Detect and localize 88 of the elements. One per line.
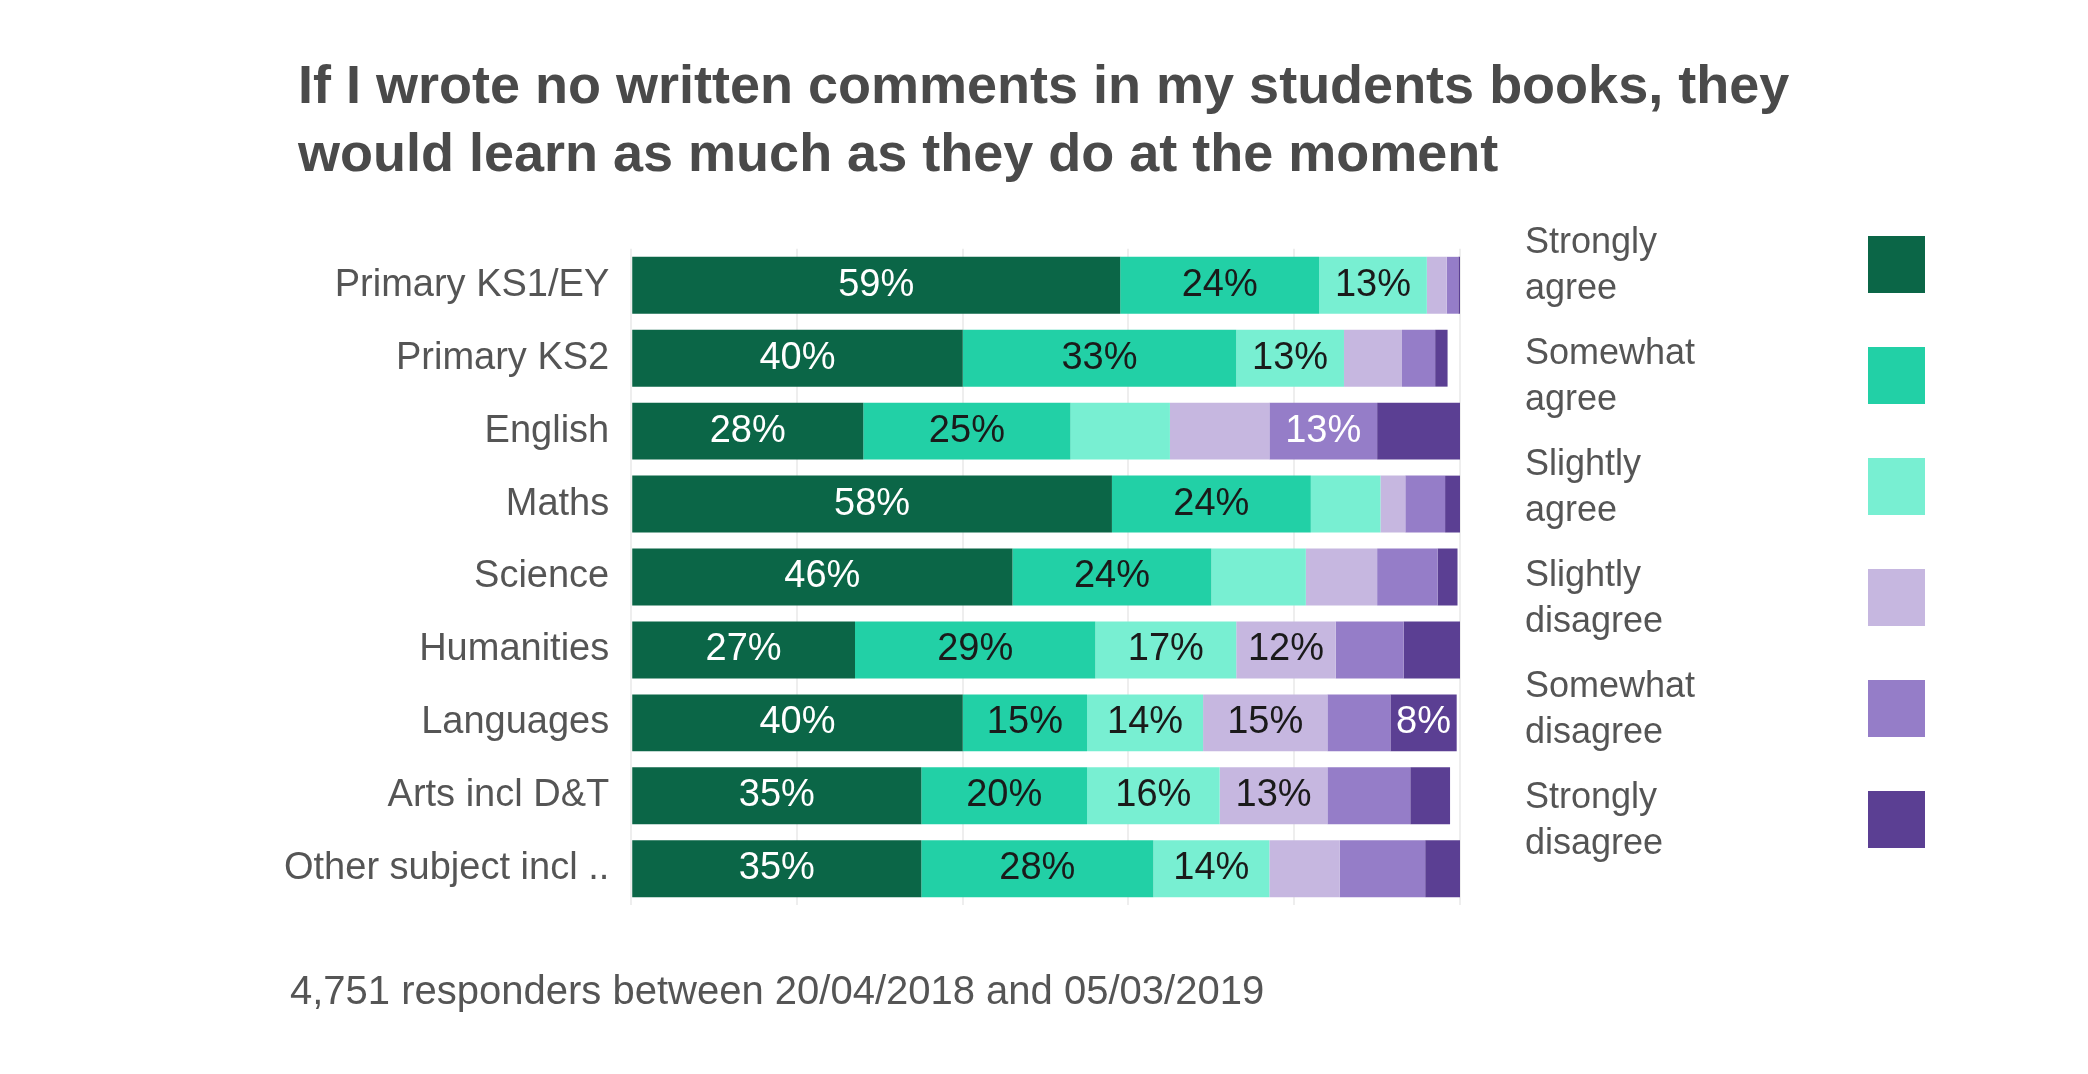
bar xyxy=(1305,548,1378,606)
text: Strongly agree xyxy=(1525,219,1659,309)
data-label: 15% xyxy=(986,699,1063,742)
data-label: 28% xyxy=(999,845,1076,888)
y-tick-label: Primary KS1/EY xyxy=(334,261,610,304)
y-tick-label: Humanities xyxy=(419,626,610,669)
bar xyxy=(632,402,864,460)
text: 4,751 responders between 20/04/2018 and 05/03/2019 xyxy=(290,968,1265,1013)
bar xyxy=(1327,767,1411,825)
data-label: 14% xyxy=(1107,699,1184,742)
bar xyxy=(632,548,1013,606)
text: Somewhat agree xyxy=(1525,330,1697,420)
data-label: 46% xyxy=(784,553,861,596)
text: Somewhat disagree xyxy=(1525,663,1697,753)
data-label: 15% xyxy=(1227,699,1304,742)
data-label: 17% xyxy=(1127,626,1204,669)
chart-title: If I wrote no written comments in my students books, they would learn as much as they do at the moment xyxy=(298,53,1791,184)
data-label: 40% xyxy=(759,699,836,742)
data-label: 25% xyxy=(928,407,1005,450)
data-label: 58% xyxy=(834,480,911,523)
data-label: 33% xyxy=(1061,334,1138,377)
bar xyxy=(962,329,1237,387)
bar xyxy=(855,621,1096,679)
data-label: 24% xyxy=(1181,261,1258,304)
text: Slightly agree xyxy=(1525,441,1643,531)
bar xyxy=(1111,475,1311,533)
y-tick-label: English xyxy=(484,407,610,450)
data-label: 12% xyxy=(1247,626,1324,669)
bar xyxy=(1339,840,1426,898)
series-label: Strongly disagree xyxy=(1525,774,1665,864)
bar xyxy=(1380,475,1406,533)
bar xyxy=(1435,329,1448,387)
data-label: 35% xyxy=(738,772,815,815)
bar xyxy=(632,767,922,825)
y-tick-label: Arts incl D&T xyxy=(387,772,610,815)
data-label: 29% xyxy=(937,626,1014,669)
bar xyxy=(1425,840,1460,898)
bar xyxy=(1377,548,1438,606)
bar xyxy=(1335,621,1404,679)
data-label: 24% xyxy=(1173,480,1250,523)
data-label: 8% xyxy=(1396,699,1451,742)
data-label: 28% xyxy=(709,407,786,450)
bar xyxy=(1095,621,1237,679)
bar xyxy=(632,475,1112,533)
data-label: 27% xyxy=(705,626,782,669)
bar xyxy=(1405,475,1446,533)
bar xyxy=(632,621,856,679)
text: Slightly disagree xyxy=(1525,552,1665,642)
y-tick-label: Other subject incl .. xyxy=(284,845,610,888)
data-label: 14% xyxy=(1173,845,1250,888)
data-label: 16% xyxy=(1115,772,1192,815)
bar xyxy=(1426,256,1447,314)
bar xyxy=(1327,694,1391,752)
data-label: 13% xyxy=(1252,334,1329,377)
bar xyxy=(1401,329,1436,387)
bar xyxy=(632,840,922,898)
y-tick-label: Primary KS2 xyxy=(395,334,610,377)
bar xyxy=(921,767,1088,825)
bar xyxy=(632,329,963,387)
bar xyxy=(1269,840,1340,898)
bar xyxy=(1403,621,1460,679)
bar xyxy=(1120,256,1320,314)
bar xyxy=(1446,256,1459,314)
bar xyxy=(863,402,1071,460)
bar xyxy=(1410,767,1451,825)
bar xyxy=(632,694,963,752)
data-label: 24% xyxy=(1073,553,1150,596)
y-tick-label: Science xyxy=(474,553,610,596)
y-tick-label: Maths xyxy=(505,480,610,523)
bar xyxy=(1012,548,1212,606)
data-label: 59% xyxy=(838,261,915,304)
bar xyxy=(1343,329,1402,387)
data-label: 13% xyxy=(1285,407,1362,450)
bar xyxy=(1377,402,1460,460)
data-label: 13% xyxy=(1334,261,1412,304)
bar xyxy=(1445,475,1460,533)
data-label: 35% xyxy=(738,845,815,888)
bar xyxy=(1310,475,1381,533)
bar xyxy=(1169,402,1270,460)
bar xyxy=(921,840,1154,898)
y-tick-label: Languages xyxy=(421,699,610,742)
data-label: 40% xyxy=(759,334,836,377)
bar xyxy=(1437,548,1458,606)
bar xyxy=(1211,548,1306,606)
bar xyxy=(632,256,1121,314)
data-label: 20% xyxy=(966,772,1043,815)
data-label: 13% xyxy=(1235,772,1312,815)
bar xyxy=(1070,402,1170,460)
